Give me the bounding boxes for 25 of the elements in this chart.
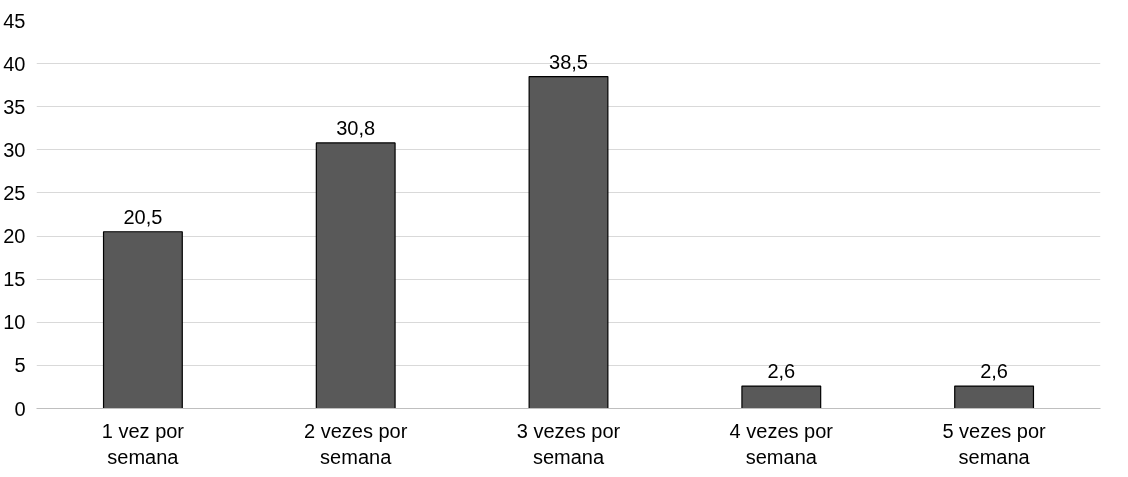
x-tick-label: 4 vezes por semana	[729, 419, 834, 468]
bar	[315, 142, 396, 409]
bar	[102, 231, 183, 409]
bar	[528, 75, 609, 409]
bar	[741, 385, 822, 409]
y-tick-label: 40	[3, 52, 26, 75]
y-tick-label: 10	[3, 311, 26, 334]
data-label: 2,6	[980, 360, 1009, 383]
y-tick-label: 20	[3, 225, 26, 248]
y-tick-label: 25	[3, 181, 26, 204]
x-tick-label: 1 vez por semana	[101, 419, 185, 468]
y-tick-label: 30	[3, 138, 26, 161]
y-tick-label: 15	[3, 268, 26, 291]
data-label: 38,5	[549, 50, 588, 73]
data-label: 30,8	[336, 116, 376, 139]
x-tick-label: 3 vezes por semana	[516, 419, 621, 468]
y-tick-label: 5	[14, 354, 26, 377]
data-label: 20,5	[123, 205, 163, 228]
data-label: 2,6	[767, 360, 796, 383]
x-tick-label: 5 vezes por semana	[942, 419, 1047, 468]
y-tick-label: 35	[3, 95, 26, 118]
bar	[954, 385, 1035, 409]
y-tick-label: 45	[3, 9, 26, 32]
y-tick-label: 0	[14, 397, 26, 420]
x-tick-label: 2 vezes por semana	[304, 419, 408, 468]
